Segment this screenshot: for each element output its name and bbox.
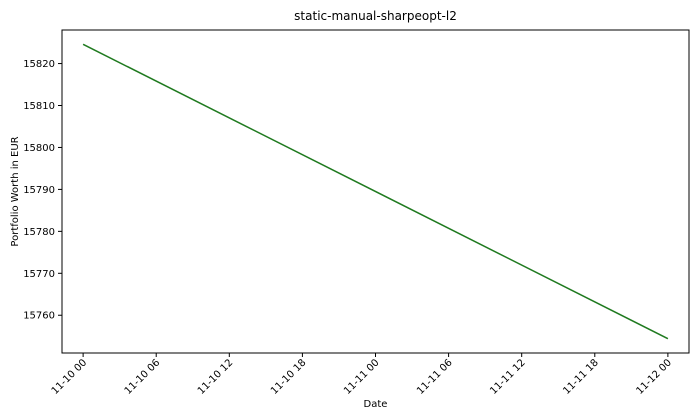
x-tick-label: 11-10 06 — [123, 357, 163, 397]
x-tick-label: 11-10 18 — [269, 357, 309, 397]
y-tick-label: 15760 — [23, 311, 55, 322]
y-tick-label: 15790 — [23, 185, 55, 196]
series-line — [82, 43, 669, 340]
x-axis-label: Date — [364, 399, 388, 410]
y-tick-label: 15800 — [23, 143, 55, 154]
x-axis: 11-10 00 11-10 06 11-10 12 11-10 18 11-11 00… — [50, 353, 674, 397]
series-layer — [82, 43, 669, 340]
x-tick-label: 11-10 12 — [196, 357, 236, 397]
x-tick-label: 11-11 00 — [342, 357, 382, 397]
chart-title: static-manual-sharpeopt-l2 — [294, 9, 457, 23]
y-axis-label: Portfolio Worth in EUR — [10, 136, 21, 246]
x-tick-label: 11-10 00 — [50, 357, 90, 397]
y-axis: 15760 15770 15780 15790 15800 15810 15820 — [23, 59, 62, 322]
y-tick-label: 15770 — [23, 269, 55, 280]
x-tick-label: 11-11 06 — [415, 357, 455, 397]
y-tick-label: 15820 — [23, 59, 55, 70]
y-tick-label: 15780 — [23, 227, 55, 238]
x-tick-label: 11-11 18 — [561, 357, 601, 397]
y-tick-label: 15810 — [23, 101, 55, 112]
x-tick-label: 11-11 12 — [488, 357, 528, 397]
x-tick-label: 11-12 00 — [634, 357, 674, 397]
